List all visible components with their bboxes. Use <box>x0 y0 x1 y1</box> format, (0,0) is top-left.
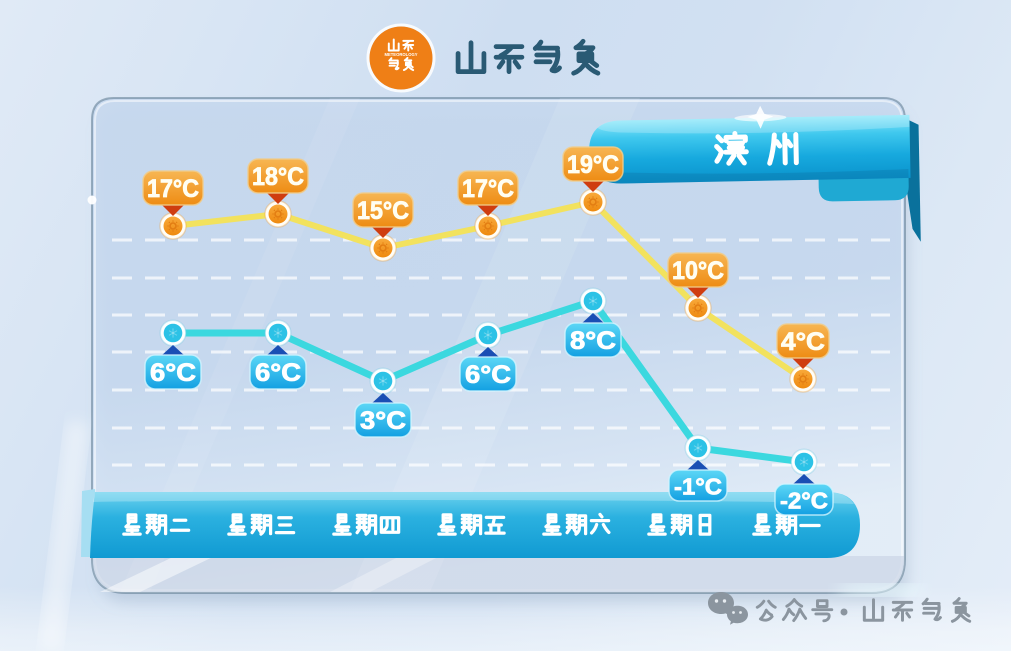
svg-text:4°C: 4°C <box>781 328 825 356</box>
svg-text:19°C: 19°C <box>567 151 619 179</box>
svg-text:10°C: 10°C <box>672 257 724 285</box>
svg-text:6°C: 6°C <box>465 361 511 389</box>
svg-text:METEOROLOGY: METEOROLOGY <box>384 52 417 57</box>
svg-text:8°C: 8°C <box>570 327 616 355</box>
svg-text:18°C: 18°C <box>252 163 304 191</box>
svg-text:17°C: 17°C <box>147 175 199 203</box>
svg-text:15°C: 15°C <box>357 197 409 225</box>
svg-text:-1°C: -1°C <box>674 474 722 500</box>
svg-text:3°C: 3°C <box>360 407 406 435</box>
svg-text:-2°C: -2°C <box>780 488 828 514</box>
svg-text:17°C: 17°C <box>462 175 514 203</box>
svg-text:6°C: 6°C <box>150 359 196 387</box>
svg-text:6°C: 6°C <box>255 359 301 387</box>
